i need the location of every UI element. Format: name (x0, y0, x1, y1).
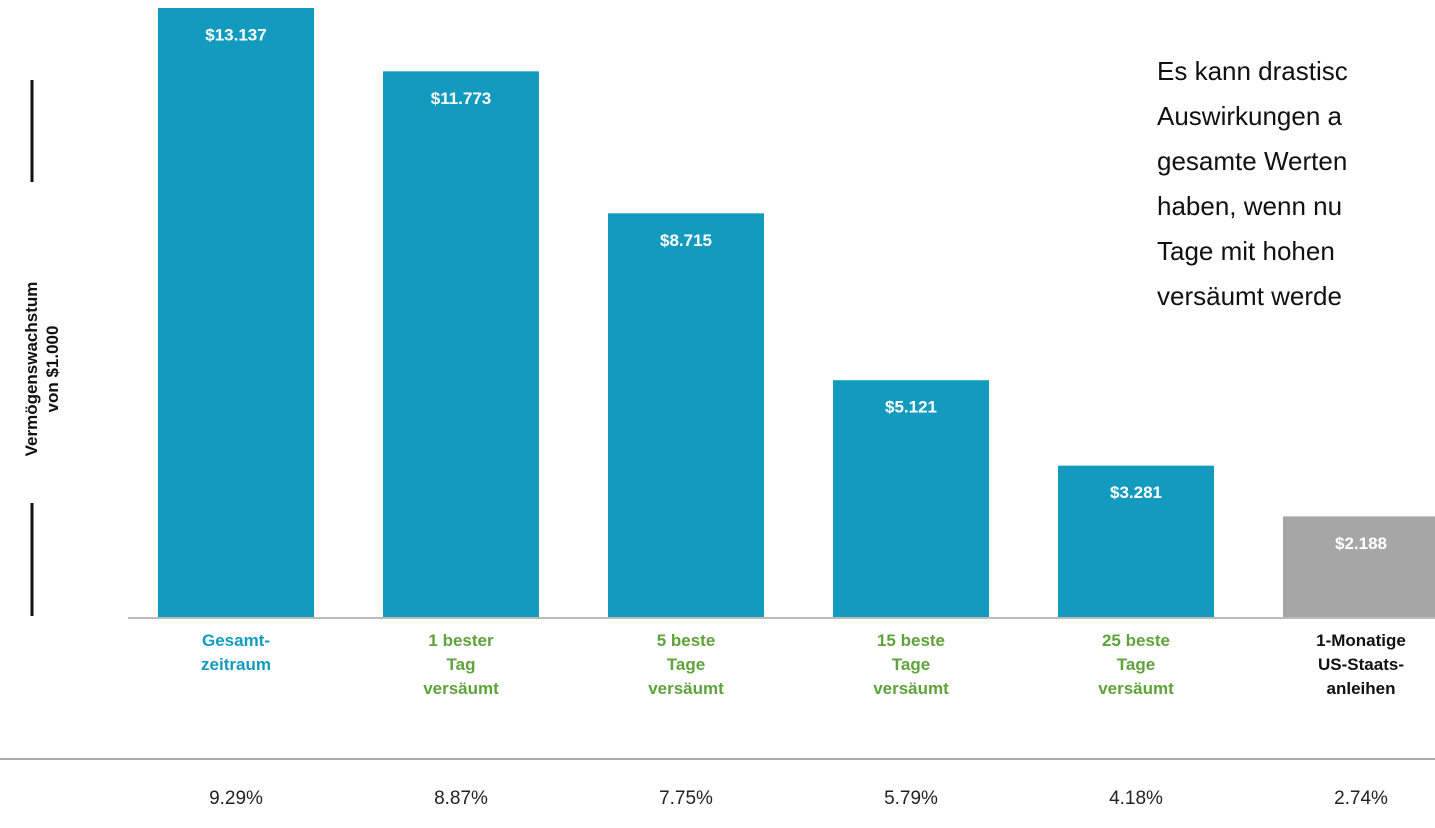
return-label: 9.29% (209, 788, 263, 809)
x-tick-label: 1-Monatige US-Staats- anleihen (1316, 631, 1406, 698)
return-label: 8.87% (434, 788, 488, 809)
value-label: $5.121 (885, 398, 937, 417)
annotation-line: Tage mit hohen (1157, 236, 1335, 266)
value-label: $11.773 (431, 89, 492, 108)
annotation-line: Auswirkungen a (1157, 101, 1342, 131)
bar (833, 380, 989, 618)
annotation-line: versäumt werde (1157, 281, 1342, 311)
value-label: $13.137 (205, 25, 266, 44)
annotation-line: gesamte Werten (1157, 146, 1348, 176)
bar (1283, 516, 1435, 618)
value-label: $2.188 (1335, 534, 1387, 553)
value-label: $8.715 (660, 231, 712, 250)
x-tick-label: 1 bester Tag versäumt (423, 631, 499, 698)
x-tick-label: 15 beste Tage versäumt (873, 631, 949, 698)
bar (383, 71, 539, 618)
return-label: 7.75% (659, 788, 713, 809)
value-label: $3.281 (1110, 483, 1162, 502)
y-axis-label: Vermögenswachstum von $1.000 (22, 281, 62, 457)
bar (1058, 465, 1214, 618)
return-label: 4.18% (1109, 788, 1163, 809)
x-tick-label: 25 beste Tage versäumt (1098, 631, 1174, 698)
x-tick-label: Gesamt- zeitraum (201, 631, 271, 674)
annotation-line: haben, wenn nu (1157, 191, 1343, 221)
return-label: 5.79% (884, 788, 938, 809)
return-label: 2.74% (1334, 788, 1388, 809)
bar (608, 213, 764, 618)
x-tick-label: 5 beste Tage versäumt (648, 631, 724, 698)
bar (158, 8, 314, 618)
annotation-line: Es kann drastisc (1157, 56, 1348, 86)
